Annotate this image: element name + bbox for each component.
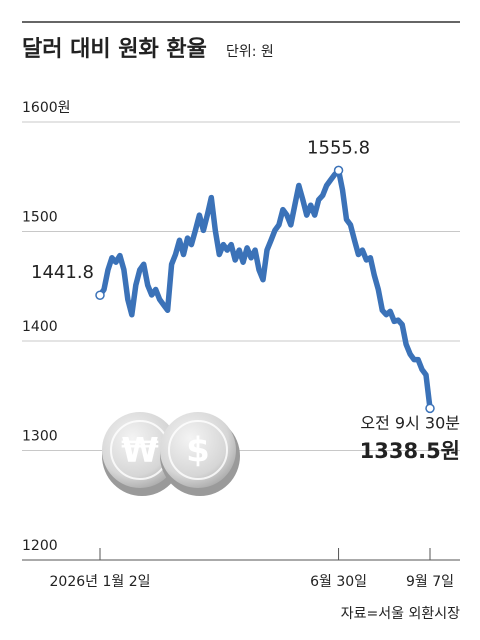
y-tick-label: 1500 <box>22 210 58 226</box>
coin <box>160 412 236 488</box>
source: 자료=서울 외환시장 <box>341 606 460 622</box>
data-label: 1441.8 <box>31 262 94 283</box>
y-tick-label: 1300 <box>22 429 58 445</box>
point-marker <box>425 403 435 414</box>
x-tick-label: 2026년 1월 2일 <box>50 574 151 590</box>
coin <box>102 412 178 488</box>
coin-symbol: ₩ <box>121 431 159 471</box>
coins: ₩ $ <box>102 412 240 496</box>
unit-label: 단위: 원 <box>226 44 274 60</box>
data-label: 1555.8 <box>307 137 370 158</box>
point-marker <box>333 165 344 176</box>
grid <box>22 121 460 561</box>
line <box>97 167 433 412</box>
x-tick-label: 9월 7일 <box>406 574 454 590</box>
coin-symbol: $ <box>186 431 210 471</box>
end-note: 오전 9시 30분 <box>360 414 460 433</box>
y-tick-label: 1400 <box>22 319 58 335</box>
coin-rim <box>168 420 228 480</box>
data-label: 1338.5원 <box>360 439 460 463</box>
y-tick-label: 1200 <box>22 538 58 554</box>
point-marker <box>95 290 105 300</box>
x-tick-label: 6월 30일 <box>310 574 367 590</box>
chart-title: 달러 대비 원화 환율 <box>22 37 207 62</box>
y-tick-label: 1600원 <box>22 100 71 116</box>
